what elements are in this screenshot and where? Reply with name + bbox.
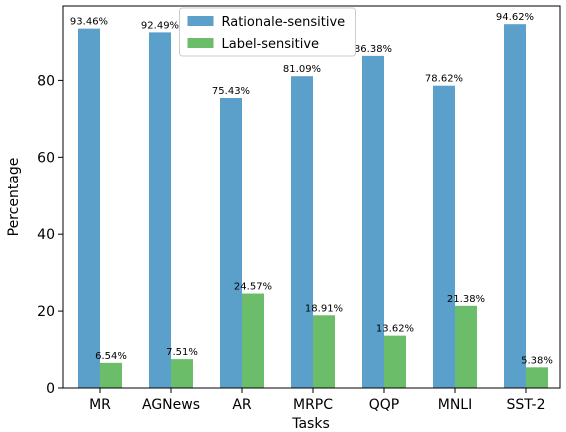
x-axis-label: Tasks [291, 416, 330, 432]
value-label: 94.62% [496, 12, 534, 23]
y-axis-label: Percentage [6, 158, 22, 237]
value-label: 24.57% [234, 282, 272, 293]
x-tick-label: MRPC [293, 397, 333, 413]
value-label: 21.38% [447, 294, 485, 305]
value-label: 7.51% [166, 347, 198, 358]
plot-frame [62, 5, 561, 389]
bar [362, 55, 384, 388]
x-tick-label: AR [232, 397, 252, 413]
value-label: 81.09% [283, 64, 321, 75]
bar [242, 293, 264, 388]
x-tick-label: SST-2 [507, 397, 546, 413]
y-tick-label: 20 [37, 304, 55, 320]
y-tick-label: 60 [37, 150, 55, 166]
legend-swatch [187, 16, 214, 26]
value-label: 78.62% [425, 74, 463, 85]
y-tick-label: 40 [37, 227, 55, 243]
bar [455, 305, 477, 388]
legend-box [179, 7, 356, 57]
value-label: 86.38% [354, 44, 392, 55]
value-label: 13.62% [376, 324, 414, 335]
bar [313, 315, 335, 388]
value-label: 75.43% [212, 86, 250, 97]
legend-label: Rationale-sensitive [222, 15, 346, 30]
value-label: 93.46% [70, 17, 108, 28]
legend-label: Label-sensitive [222, 37, 320, 52]
bar [78, 28, 100, 389]
x-tick-label: AGNews [142, 397, 200, 413]
value-label: 18.91% [305, 303, 343, 314]
bar [149, 32, 171, 388]
y-tick-label: 80 [37, 73, 55, 89]
bar [220, 97, 242, 388]
bar [100, 362, 122, 388]
bar [171, 359, 193, 388]
bar [504, 24, 526, 388]
value-label: 92.49% [141, 20, 179, 31]
x-tick-label: MNLI [438, 397, 472, 413]
y-tick-label: 0 [46, 381, 55, 397]
value-label: 6.54% [95, 351, 127, 362]
bar [384, 335, 406, 388]
legend-swatch [187, 38, 214, 48]
x-tick-label: QQP [369, 397, 399, 413]
x-tick-label: MR [89, 397, 111, 413]
value-label: 5.38% [521, 355, 553, 366]
bar [433, 85, 455, 388]
bar [291, 76, 313, 388]
bar [526, 367, 548, 388]
